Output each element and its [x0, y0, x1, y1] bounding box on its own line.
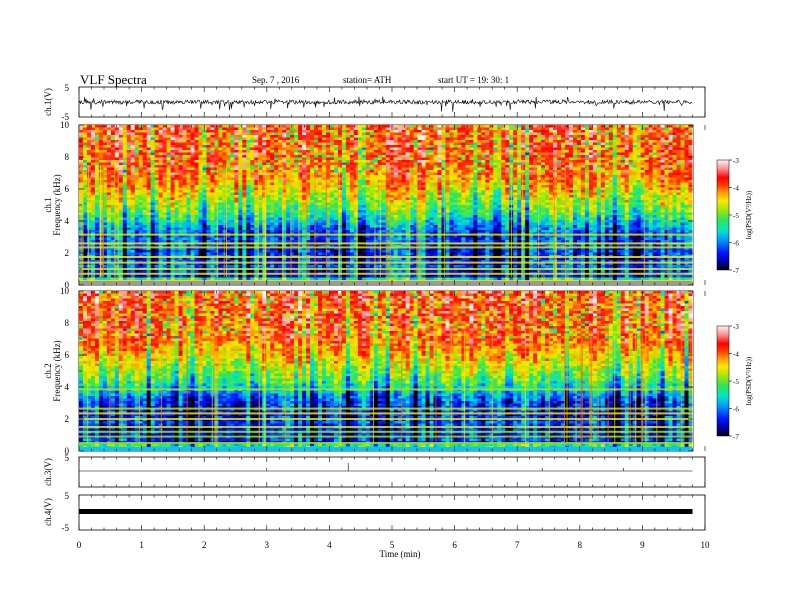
- colorbar-tick-label: -5: [733, 212, 739, 220]
- frequency-tick-label: 6: [65, 350, 70, 360]
- colorbar-tick-label: -7: [733, 433, 739, 441]
- colorbar-tick-label: -5: [733, 378, 739, 386]
- colorbar-tick-label: -4: [733, 185, 739, 193]
- time-tick-label: 9: [640, 540, 645, 550]
- ch1-colorbar-label: log(PSD(V²/Hz)): [745, 190, 753, 239]
- ch1-channel-label: ch.1: [43, 197, 53, 212]
- time-axis-ticks: [78, 87, 706, 530]
- time-tick-label: 7: [515, 540, 520, 550]
- time-axis-tick-labels: 0 1 2 3 4 5 6 7 8 9 10: [77, 540, 710, 550]
- ch2-colorbar-label: log(PSD(V²/Hz)): [745, 356, 753, 405]
- time-tick-label: 0: [77, 540, 82, 550]
- time-tick-label: 4: [327, 540, 332, 550]
- time-tick-label: 1: [139, 540, 144, 550]
- ch2-colorbar-ticks: -3 -4 -5 -6 -7: [729, 323, 739, 441]
- colorbar-tick-label: -4: [733, 351, 739, 359]
- time-tick-label: 10: [701, 540, 711, 550]
- frequency-tick-label: 4: [65, 382, 70, 392]
- time-tick-label: 2: [202, 540, 207, 550]
- ch4-waveform-line: [79, 509, 693, 514]
- time-tick-label: 8: [578, 540, 583, 550]
- ch1-waveform-line: [78, 96, 693, 112]
- ch1-colorbar-ticks: -3 -4 -5 -6 -7: [729, 157, 739, 275]
- colorbar-tick-label: -3: [733, 323, 739, 331]
- frequency-tick-label: 2: [65, 414, 70, 424]
- frequency-tick-label: 10: [60, 286, 70, 296]
- station-label: station= ATH: [343, 75, 392, 85]
- ch1-ytick-top: 5: [65, 83, 70, 93]
- ch1-waveform-ylabel: ch.1(V): [43, 88, 53, 116]
- ch2-spectrogram: [79, 291, 693, 451]
- colorbar-tick-label: -7: [733, 267, 739, 275]
- time-axis-label: Time (min): [380, 549, 421, 559]
- ch4-waveform-ylabel: ch.4(V): [43, 498, 53, 526]
- date-label: Sep. 7 , 2016: [252, 75, 300, 85]
- frequency-tick-label: 8: [65, 318, 70, 328]
- colorbar-tick-label: -6: [733, 406, 739, 414]
- colorbar-tick-label: -3: [733, 157, 739, 165]
- ch3-waveform-ylabel: ch.3(V): [43, 458, 53, 486]
- ch2-frequency-ylabel: Frequency (kHz): [52, 340, 62, 401]
- frequency-tick-label: 6: [65, 184, 70, 194]
- frequency-tick-label: 10: [60, 120, 70, 130]
- frequency-tick-label: 0: [65, 280, 70, 290]
- ch4-ytick-bottom: -5: [62, 523, 70, 533]
- ch3-ytick-top: 5: [65, 453, 70, 463]
- time-tick-label: 5: [390, 540, 395, 550]
- ch2-channel-label: ch.2: [43, 363, 53, 378]
- time-tick-label: 3: [265, 540, 270, 550]
- ch1-frequency-ticks: 0 2 4 6 8 10: [60, 120, 693, 290]
- frequency-tick-label: 4: [65, 216, 70, 226]
- ch1-spectrogram: [79, 125, 693, 285]
- colorbar-tick-label: -6: [733, 240, 739, 248]
- ch3-waveform-line: [79, 463, 693, 472]
- frequency-tick-label: 2: [65, 248, 70, 258]
- frequency-tick-label: 0: [65, 446, 70, 456]
- ch1-ytick-bottom: -5: [62, 112, 70, 122]
- frequency-tick-label: 8: [65, 152, 70, 162]
- ch1-frequency-ylabel: Frequency (kHz): [52, 174, 62, 235]
- ch2-frequency-ticks: 0 2 4 6 8 10: [60, 286, 693, 456]
- figure-title: VLF Spectra: [80, 72, 147, 87]
- ch4-ytick-top: 5: [65, 491, 70, 501]
- ch1-colorbar: [716, 159, 730, 271]
- time-tick-label: 6: [452, 540, 457, 550]
- start-time-label: start UT = 19: 30: 1: [438, 75, 509, 85]
- ch2-colorbar: [716, 325, 730, 437]
